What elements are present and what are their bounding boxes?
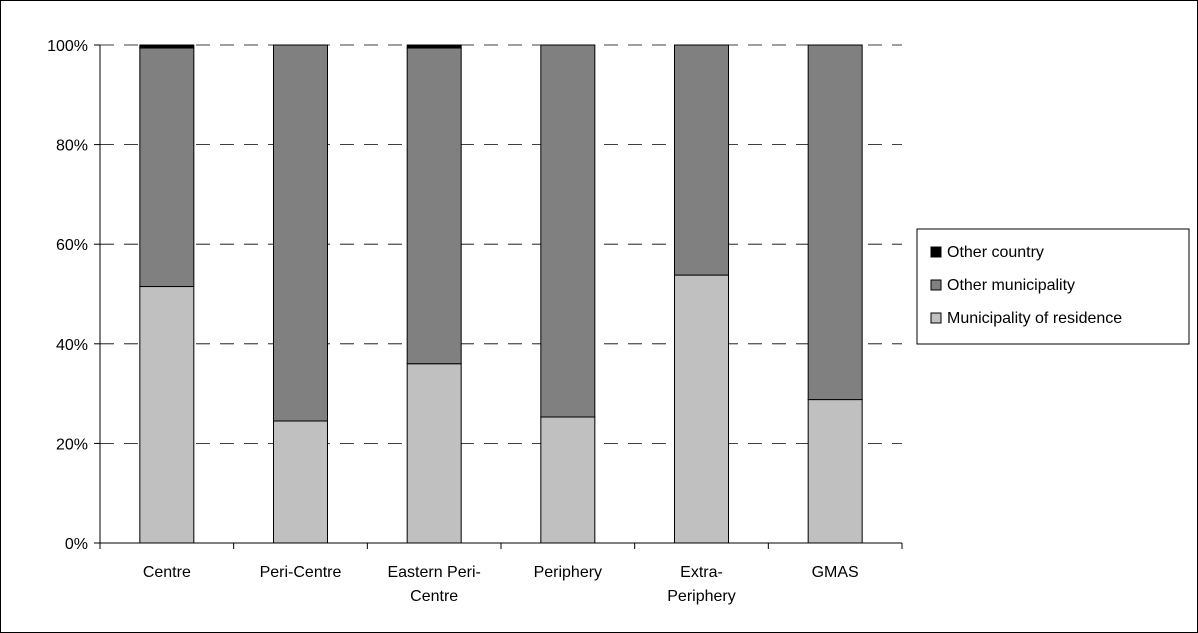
x-tick-label: GMAS [812,564,859,581]
y-tick-label: 80% [56,138,88,155]
x-tick-label: Eastern Peri-Centre [387,564,480,605]
bar-segment-2 [540,44,596,418]
y-tick-label: 20% [56,436,88,453]
legend-box [916,228,1190,345]
y-tick-label: 100% [47,38,88,55]
bar-segment-1 [139,286,195,544]
legend-label: Other country [947,244,1044,261]
legend-swatch [930,312,942,324]
legend-swatch [930,246,942,258]
legend-label: Other municipality [947,277,1075,294]
bars [139,44,863,544]
x-tick-label: Extra-Periphery [667,564,735,605]
gridlines [100,44,902,444]
bar-segment-1 [540,416,596,544]
y-tick-label: 40% [56,337,88,354]
bar-segment-3 [406,44,462,49]
y-tick-labels: 0% 20% 40% 60% 80% 100% [47,38,88,553]
bar-segment-2 [406,47,462,365]
legend: Other country Other municipality Municipal… [916,228,1190,345]
bar-segment-1 [406,363,462,544]
y-tick-label: 0% [65,536,88,553]
bar-segment-2 [674,44,729,276]
axes [94,44,903,549]
bar-segment-2 [807,44,863,401]
bar-segment-2 [139,47,195,288]
x-tick-label: Peri-Centre [260,564,342,581]
bar-segment-1 [273,420,328,544]
legend-label: Municipality of residence [947,310,1122,327]
x-tick-label: Periphery [534,564,602,581]
legend-swatch [930,279,942,291]
x-tick-labels: Centre Peri-Centre Eastern Peri-Centre Peri… [143,564,859,605]
y-tick-label: 60% [56,237,88,254]
bar-segment-1 [807,399,863,544]
bar-segment-3 [139,44,195,49]
bar-segment-1 [674,274,729,544]
x-tick-label: Centre [143,564,191,581]
bar-segment-2 [273,44,328,422]
